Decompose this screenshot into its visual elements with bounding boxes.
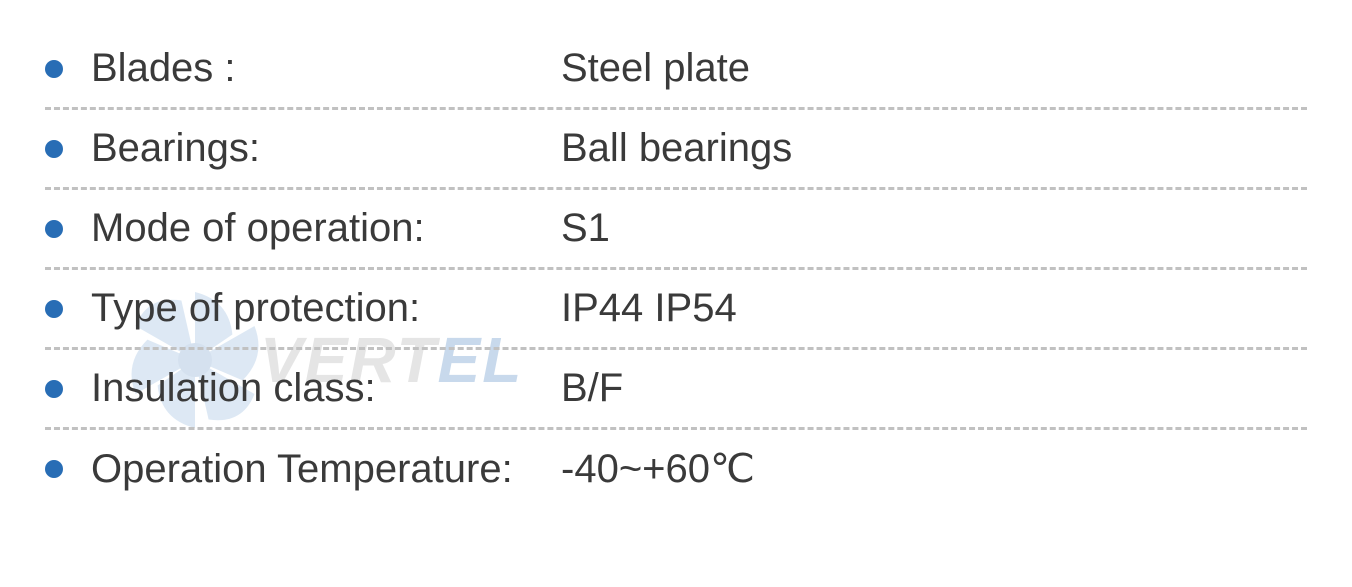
spec-label: Bearings: bbox=[91, 126, 561, 171]
spec-row: Operation Temperature: -40~+60℃ bbox=[45, 430, 1307, 508]
spec-label: Blades : bbox=[91, 46, 561, 91]
spec-row: Blades : Steel plate bbox=[45, 30, 1307, 110]
spec-value: IP44 IP54 bbox=[561, 286, 737, 331]
spec-value: B/F bbox=[561, 366, 623, 411]
spec-value: Ball bearings bbox=[561, 126, 792, 171]
spec-label: Mode of operation: bbox=[91, 206, 561, 251]
bullet-icon bbox=[45, 220, 63, 238]
bullet-icon bbox=[45, 300, 63, 318]
bullet-icon bbox=[45, 140, 63, 158]
spec-value: -40~+60℃ bbox=[561, 446, 755, 492]
spec-row: Bearings: Ball bearings bbox=[45, 110, 1307, 190]
bullet-icon bbox=[45, 60, 63, 78]
spec-value: S1 bbox=[561, 206, 610, 251]
spec-label: Operation Temperature: bbox=[91, 447, 561, 492]
spec-row: Mode of operation: S1 bbox=[45, 190, 1307, 270]
spec-label: Type of protection: bbox=[91, 286, 561, 331]
specifications-list: Blades : Steel plate Bearings: Ball bear… bbox=[0, 0, 1352, 528]
bullet-icon bbox=[45, 380, 63, 398]
spec-label: Insulation class: bbox=[91, 366, 561, 411]
bullet-icon bbox=[45, 460, 63, 478]
spec-row: Type of protection: IP44 IP54 bbox=[45, 270, 1307, 350]
spec-value: Steel plate bbox=[561, 46, 750, 91]
spec-row: Insulation class: B/F bbox=[45, 350, 1307, 430]
